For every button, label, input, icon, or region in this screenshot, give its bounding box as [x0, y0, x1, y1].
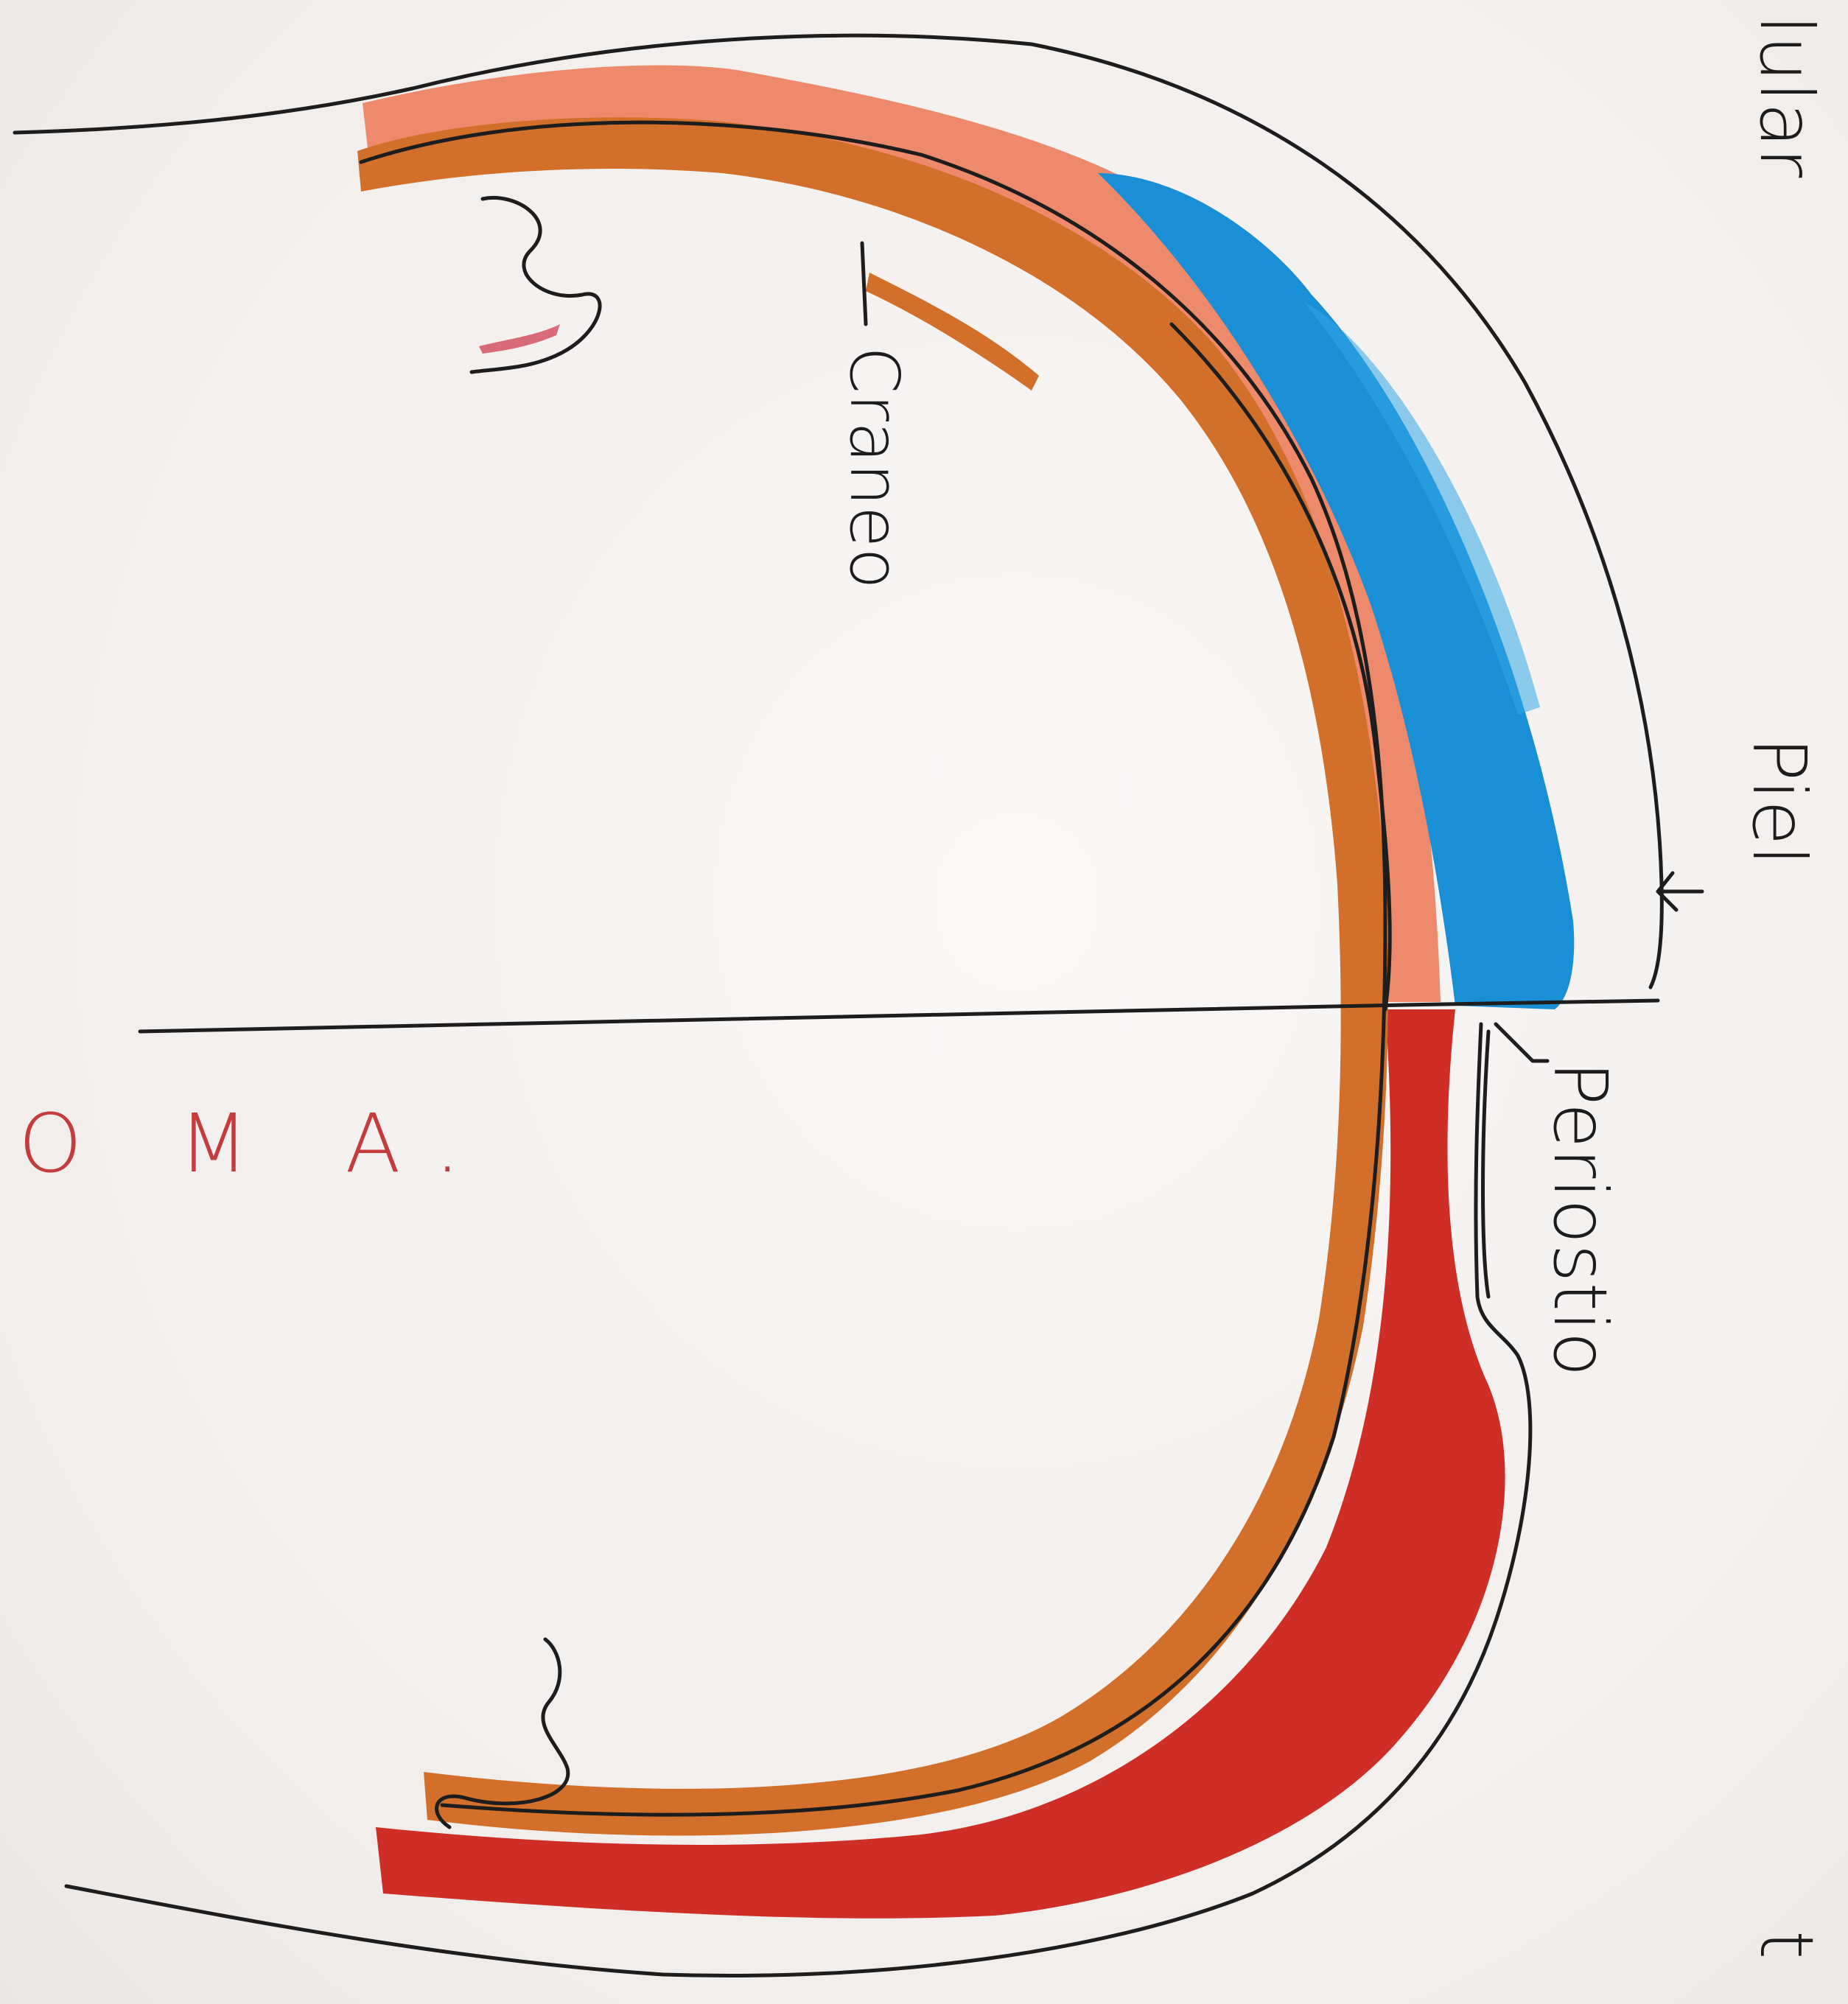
- midline: [138, 998, 1660, 1034]
- blue-collection: [1098, 173, 1575, 1009]
- skin-outline-upper: [13, 33, 1664, 989]
- hematoma-lower: [376, 1009, 1505, 1919]
- piel-label: Piel: [1736, 737, 1822, 866]
- periostio-label: Periostio: [1537, 1061, 1623, 1377]
- brain-squiggle-lower: [435, 1637, 570, 1829]
- skull-brush-stroke: [866, 273, 1039, 390]
- craneo-pointer-line: [860, 241, 868, 326]
- periostio-pointer-line: [1494, 1022, 1550, 1063]
- top-right-fragment-label: lular: [1743, 15, 1830, 178]
- brain-squiggle-upper: [469, 196, 602, 374]
- skin-outline-lower: [64, 1022, 1533, 1978]
- subcutaneous-layer-upper: [363, 65, 1441, 1002]
- craneo-label: Craneo: [835, 346, 914, 589]
- skin-outline-lower-right: [1481, 1029, 1491, 1299]
- oma-label: O M A.: [18, 1096, 496, 1191]
- skull-inner-outline: [359, 120, 1387, 1817]
- piel-arrow: [1656, 871, 1704, 912]
- brain-squiggle-upper-red-mark: [479, 324, 560, 354]
- blue-collection-highlight: [1304, 302, 1540, 715]
- skull-outer-outline: [1169, 322, 1392, 1012]
- bottom-right-fragment-label: t: [1743, 1930, 1830, 1959]
